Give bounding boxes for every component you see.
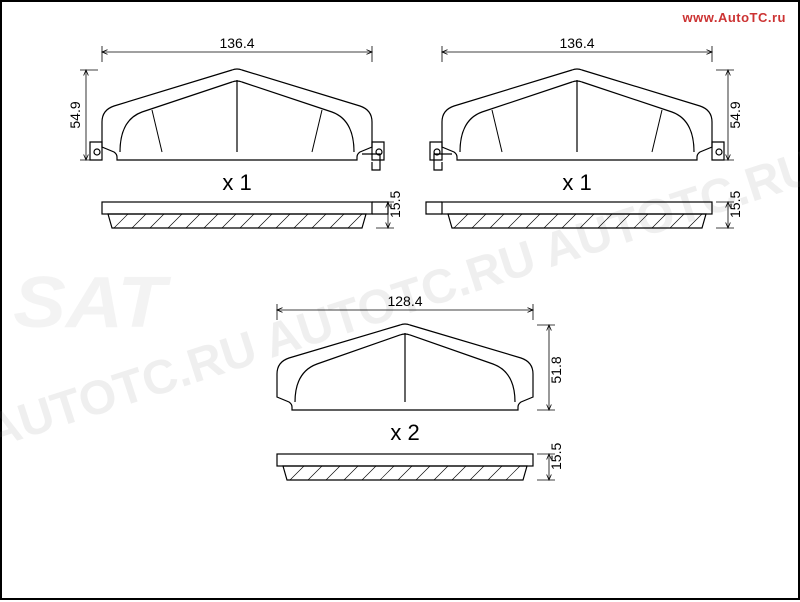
pad-top-right-side: 15.5: [426, 191, 743, 228]
dim-tl-thick: 15.5: [387, 191, 403, 218]
qty-tl: x 1: [222, 170, 251, 195]
pad-top-left: 136.4 54.9 x 1: [67, 35, 384, 195]
dim-tl-width: 136.4: [219, 35, 254, 51]
technical-drawing: 136.4 54.9 x 1: [2, 2, 800, 602]
qty-b: x 2: [390, 420, 419, 445]
pad-top-left-side: 15.5: [102, 191, 403, 228]
qty-tr: x 1: [562, 170, 591, 195]
dim-b-thick: 15.5: [548, 443, 564, 470]
pad-bottom-side: 15.5: [277, 443, 564, 480]
pad-bottom: 128.4 51.8 x 2: [277, 293, 564, 445]
dim-b-height: 51.8: [548, 356, 564, 383]
pad-top-right: 136.4 54.9 x 1: [430, 35, 743, 195]
dim-tr-width: 136.4: [559, 35, 594, 51]
dim-b-width: 128.4: [387, 293, 422, 309]
dim-tr-height: 54.9: [727, 101, 743, 128]
dim-tr-thick: 15.5: [727, 191, 743, 218]
drawing-frame: www.AutoTC.ru AUTOTC.RU AUTOTC.RU AUTOTC…: [0, 0, 800, 600]
dim-tl-height: 54.9: [67, 101, 83, 128]
